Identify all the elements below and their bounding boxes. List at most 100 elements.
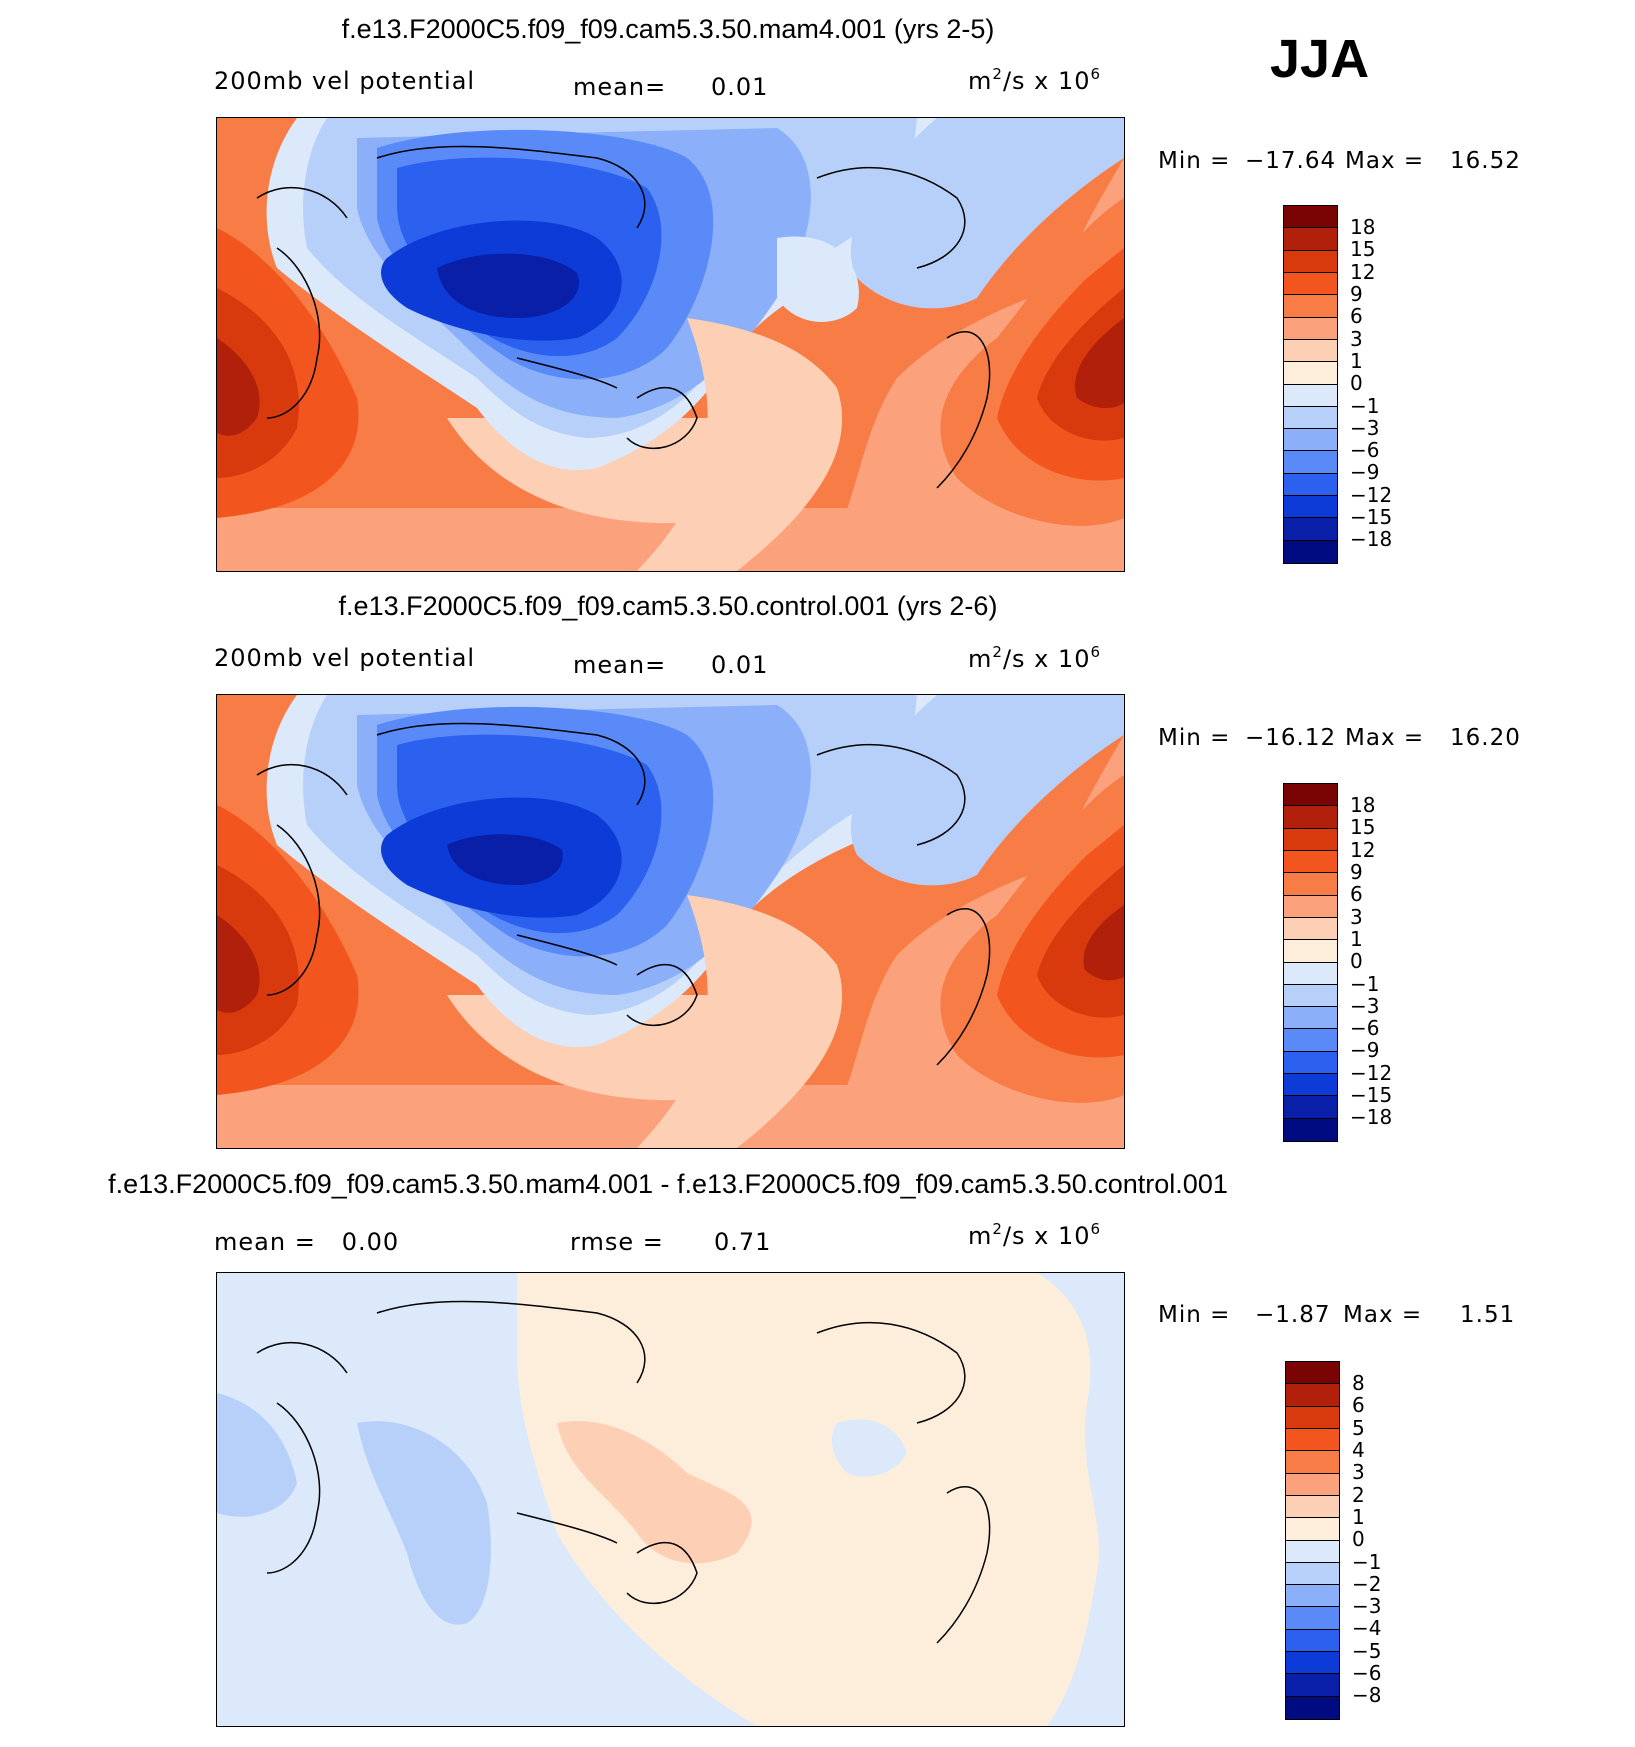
colorbar-tick-label: 6 [1352, 1393, 1365, 1418]
colorbar-tick-label: 1 [1350, 926, 1363, 951]
panel2-contour-field [217, 695, 1124, 1148]
panel3-min-label: Min = [1158, 1302, 1231, 1328]
colorbar-swatch [1284, 406, 1337, 430]
colorbar-tick-label: −6 [1350, 438, 1380, 463]
panel2-map [216, 694, 1125, 1149]
panel2-max-label: Max = [1345, 725, 1425, 751]
colorbar-tick-label: 15 [1350, 815, 1376, 840]
colorbar-tick-label: 4 [1352, 1437, 1365, 1462]
colorbar-swatch [1286, 1518, 1339, 1541]
colorbar-swatch [1286, 1629, 1339, 1653]
colorbar-swatch [1286, 1384, 1339, 1407]
colorbar-tick-label: −18 [1350, 527, 1393, 552]
panel3-map [216, 1272, 1125, 1727]
panel1-colorbar [1283, 205, 1338, 564]
panel1-min-label: Min = [1158, 148, 1231, 174]
colorbar-swatch [1286, 1607, 1339, 1630]
colorbar-tick-label: −12 [1350, 1060, 1393, 1085]
colorbar-tick-label: 1 [1352, 1504, 1365, 1529]
panel1-min-value: −17.64 [1245, 148, 1337, 174]
colorbar-swatch [1286, 1562, 1339, 1586]
panel2-colorbar-labels: 18 15 12 9 6 3 1 0 −1 −3 −6 −9 −12 −15 −18 [1350, 793, 1410, 1133]
colorbar-tick-label: −3 [1350, 415, 1380, 440]
colorbar-tick-label: −18 [1350, 1105, 1393, 1130]
colorbar-tick-label: 12 [1350, 837, 1376, 862]
colorbar-swatch [1286, 1495, 1339, 1519]
colorbar-swatch [1286, 1473, 1339, 1496]
colorbar-swatch [1284, 850, 1337, 874]
colorbar-tick-label: 15 [1350, 237, 1376, 262]
colorbar-tick-label: 0 [1352, 1527, 1365, 1552]
panel2-mean-label: mean= [573, 651, 667, 679]
colorbar-tick-label: 5 [1352, 1415, 1365, 1440]
panel2-units: m2/s x 106 [968, 643, 1102, 673]
panel3-contour-field [217, 1273, 1124, 1726]
panel1-mean-value: 0.01 [711, 73, 769, 101]
panel2-min-label: Min = [1158, 725, 1231, 751]
colorbar-swatch [1284, 895, 1337, 918]
colorbar-tick-label: 0 [1350, 371, 1363, 396]
panel3-min-value: −1.87 [1255, 1302, 1331, 1328]
colorbar-swatch [1284, 496, 1337, 519]
panel1-max-label: Max = [1345, 148, 1425, 174]
panel1-variable-label: 200mb vel potential [214, 67, 476, 95]
colorbar-tick-label: −3 [1352, 1594, 1382, 1619]
colorbar-swatch [1284, 984, 1337, 1008]
colorbar-swatch [1284, 1096, 1337, 1119]
season-label: JJA [1270, 29, 1370, 89]
colorbar-swatch [1284, 1029, 1337, 1052]
panel1-max-value: 16.52 [1450, 148, 1521, 174]
panel2-min-value: −16.12 [1245, 725, 1337, 751]
panel3-max-value: 1.51 [1460, 1302, 1516, 1328]
colorbar-swatch [1284, 317, 1337, 340]
colorbar-tick-label: −6 [1350, 1016, 1380, 1041]
panel3-rmse-value: 0.71 [714, 1228, 772, 1256]
colorbar-tick-label: −15 [1350, 505, 1393, 530]
colorbar-swatch [1284, 1074, 1337, 1097]
panel1-contour-field [217, 118, 1124, 571]
colorbar-swatch [1286, 1585, 1339, 1608]
panel2-max-value: 16.20 [1450, 725, 1521, 751]
panel1-units: m2/s x 106 [968, 65, 1102, 95]
colorbar-tick-label: −3 [1350, 993, 1380, 1018]
colorbar-swatch [1284, 250, 1337, 273]
panel3-units: m2/s x 106 [968, 1220, 1102, 1250]
colorbar-tick-label: −1 [1350, 971, 1380, 996]
colorbar-tick-label: −5 [1352, 1638, 1382, 1663]
colorbar-swatch [1284, 784, 1337, 807]
colorbar-tick-label: 2 [1352, 1482, 1365, 1507]
colorbar-swatch [1284, 429, 1337, 452]
colorbar-tick-label: 3 [1350, 904, 1363, 929]
colorbar-tick-label: 12 [1350, 259, 1376, 284]
panel1-colorbar-labels: 18 15 12 9 6 3 1 0 −1 −3 −6 −9 −12 −15 −18 [1350, 215, 1410, 555]
colorbar-swatch [1284, 473, 1337, 497]
colorbar-tick-label: 18 [1350, 793, 1376, 817]
panel3-rmse-label: rmse = [570, 1228, 664, 1256]
panel3-mean-label: mean = 0.00 [214, 1228, 400, 1256]
colorbar-tick-label: −8 [1352, 1683, 1382, 1708]
colorbar-swatch [1284, 1051, 1337, 1075]
colorbar-swatch [1286, 1451, 1339, 1474]
colorbar-tick-label: −1 [1352, 1549, 1382, 1574]
colorbar-swatch [1284, 518, 1337, 541]
colorbar-tick-label: −12 [1350, 482, 1393, 507]
colorbar-tick-label: 9 [1350, 281, 1363, 306]
colorbar-swatch [1284, 206, 1337, 229]
colorbar-swatch [1284, 228, 1337, 251]
colorbar-swatch [1284, 540, 1337, 563]
panel2-variable-label: 200mb vel potential [214, 644, 476, 672]
colorbar-tick-label: −15 [1350, 1083, 1393, 1108]
colorbar-tick-label: 1 [1350, 348, 1363, 373]
colorbar-swatch [1284, 1118, 1337, 1141]
colorbar-tick-label: 0 [1350, 949, 1363, 974]
colorbar-swatch [1286, 1674, 1339, 1697]
panel3-colorbar [1285, 1361, 1340, 1720]
colorbar-tick-label: −9 [1350, 460, 1380, 485]
colorbar-tick-label: 3 [1352, 1460, 1365, 1485]
panel3-max-label: Max = [1343, 1302, 1423, 1328]
colorbar-swatch [1286, 1428, 1339, 1452]
colorbar-swatch [1284, 272, 1337, 296]
colorbar-swatch [1284, 362, 1337, 385]
colorbar-swatch [1284, 1007, 1337, 1030]
colorbar-tick-label: −1 [1350, 393, 1380, 418]
